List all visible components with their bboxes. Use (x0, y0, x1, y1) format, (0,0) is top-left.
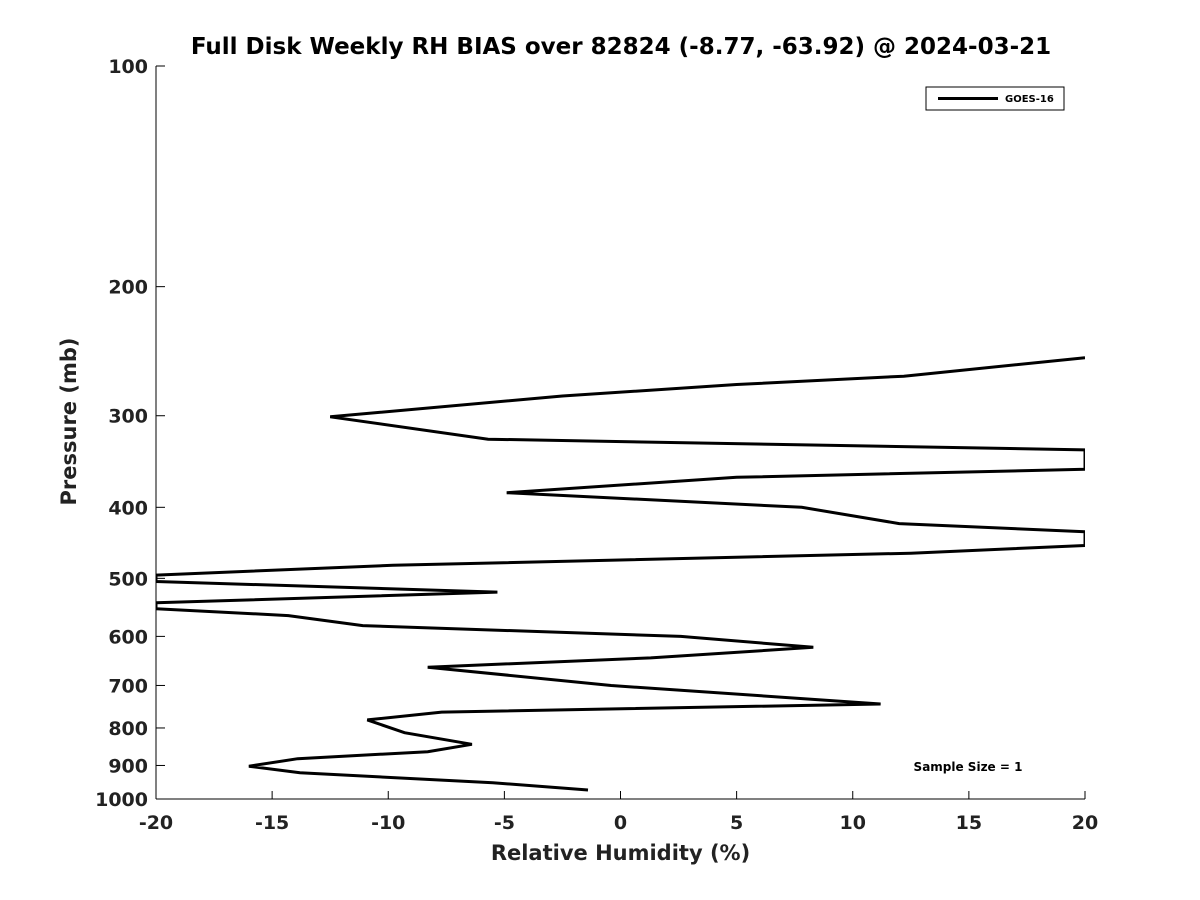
legend-label: GOES-16 (1005, 94, 1054, 105)
series-layer (156, 356, 1085, 792)
series-line (156, 356, 1085, 792)
y-tick-label: 300 (108, 406, 148, 428)
y-tick-label: 600 (108, 626, 148, 648)
y-ticks: 100 200 300 400 500 600 700 800 900 1000 (95, 56, 165, 811)
chart-title: Full Disk Weekly RH BIAS over 82824 (-8.… (191, 34, 1051, 60)
x-tick-label: -5 (494, 812, 515, 834)
x-tick-label: 10 (840, 812, 866, 834)
x-tick-label: -20 (139, 812, 173, 834)
x-tick-label: 0 (614, 812, 627, 834)
x-tick-label: -10 (371, 812, 405, 834)
y-tick-label: 700 (108, 675, 148, 697)
y-tick-label: 500 (108, 568, 148, 590)
y-tick-label: 200 (108, 277, 148, 299)
y-tick-label: 900 (108, 755, 148, 777)
x-tick-label: 15 (956, 812, 982, 834)
x-tick-label: -15 (255, 812, 289, 834)
sample-size-note: Sample Size = 1 (914, 760, 1023, 774)
x-tick-label: 5 (730, 812, 743, 834)
y-tick-label: 400 (108, 497, 148, 519)
x-ticks: -20 -15 -10 -5 0 5 10 15 20 (139, 791, 1098, 834)
y-tick-label: 800 (108, 718, 148, 740)
legend: GOES-16 (925, 86, 1065, 111)
y-tick-label: 1000 (95, 789, 148, 811)
y-tick-label: 100 (108, 56, 148, 78)
y-axis-label: Pressure (mb) (57, 338, 81, 506)
x-tick-label: 20 (1072, 812, 1098, 834)
x-axis-label: Relative Humidity (%) (491, 841, 750, 865)
